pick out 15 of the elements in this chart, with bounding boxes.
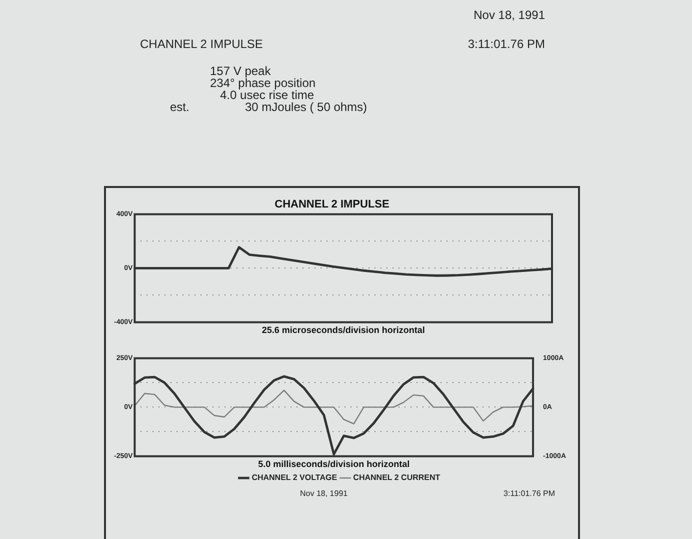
x-axis-title: 25.6 microseconds/division horizontal [262,325,425,336]
text: Nov 18, 1991 [300,489,348,498]
legend-label: CHANNEL 2 VOLTAGE [252,473,338,482]
text: 157 V peak [210,64,271,78]
legend-label: CHANNEL 2 CURRENT [353,473,440,482]
chart-title: CHANNEL 2 IMPULSE [274,198,390,211]
text: 3:11:01.76 PM [504,489,555,498]
text: 3:11:01.76 PM [468,37,545,51]
text: CHANNEL 2 IMPULSE [140,37,263,51]
text: est. [170,100,190,114]
text: 30 mJoules ( 50 ohms) [245,100,368,114]
x-axis-title: 5.0 milliseconds/division horizontal [258,459,410,470]
text: 4.0 usec rise time [220,88,314,102]
text: Nov 18, 1991 [474,8,545,22]
text: 234° phase position [210,76,316,90]
